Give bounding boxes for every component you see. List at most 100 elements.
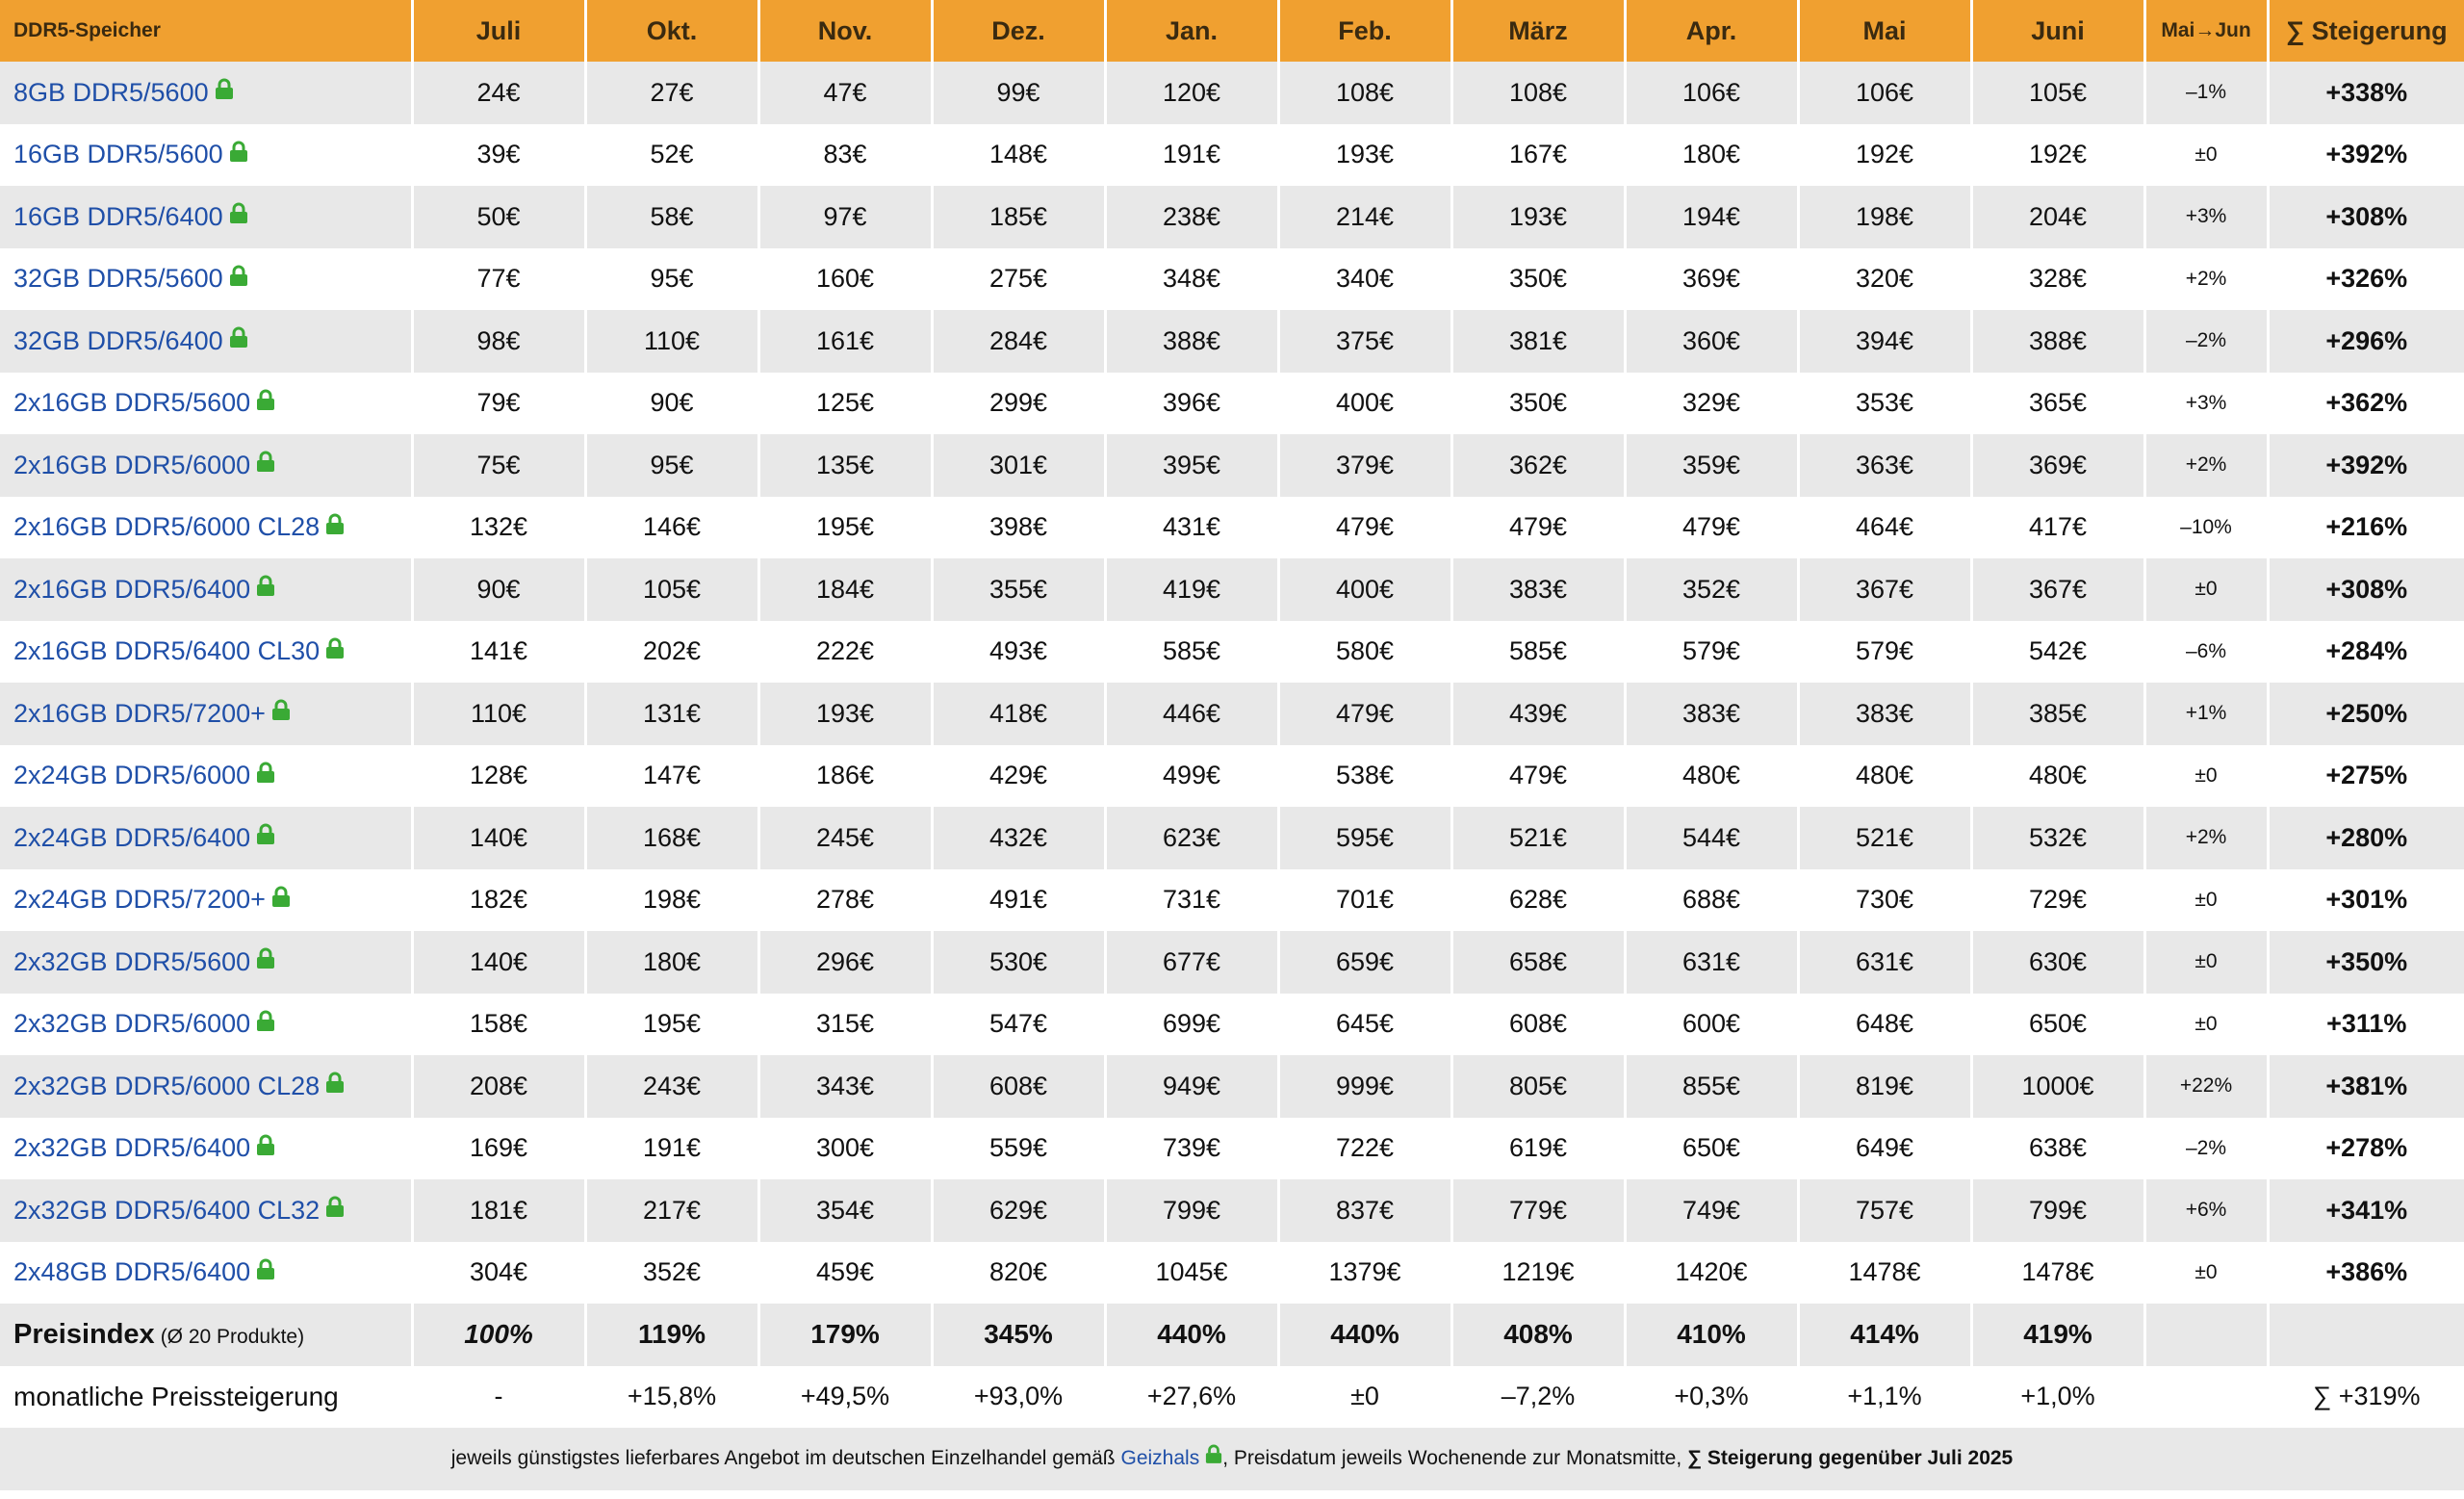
header-change: Mai→Jun xyxy=(2144,0,2270,62)
table-row: 8GB DDR5/5600 24€ 27€ 47€ 99€ 120€ 108€ … xyxy=(0,62,2464,124)
header-month: Feb. xyxy=(1278,0,1453,62)
product-cell: 2x24GB DDR5/6400 xyxy=(0,807,414,869)
product-link[interactable]: 2x16GB DDR5/5600 xyxy=(13,388,251,418)
price-cell: 131€ xyxy=(585,683,760,745)
header-month: Jan. xyxy=(1105,0,1280,62)
price-cell: 400€ xyxy=(1278,558,1453,621)
price-cell: 106€ xyxy=(1625,62,1800,124)
price-cell: 779€ xyxy=(1451,1179,1627,1242)
lock-icon xyxy=(256,1008,275,1038)
product-link[interactable]: 2x32GB DDR5/5600 xyxy=(13,946,251,976)
total-increase-cell: +362% xyxy=(2325,388,2408,418)
header-month: Mai xyxy=(1798,0,1973,62)
header-month: Juli xyxy=(412,0,587,62)
price-cell: 418€ xyxy=(932,683,1107,745)
header-month: Dez. xyxy=(932,0,1107,62)
table-row: 2x48GB DDR5/6400 304€ 352€ 459€ 820€ 104… xyxy=(0,1241,2464,1304)
table-row: 16GB DDR5/6400 50€ 58€ 97€ 185€ 238€ 214… xyxy=(0,186,2464,248)
price-cell: 650€ xyxy=(1625,1117,1800,1179)
product-link[interactable]: 2x48GB DDR5/6400 xyxy=(13,1257,251,1287)
price-cell: 585€ xyxy=(1451,620,1627,683)
monthly-value: –7,2% xyxy=(1451,1365,1627,1428)
index-value: 345% xyxy=(932,1304,1107,1366)
price-cell: 379€ xyxy=(1278,434,1453,497)
monthly-value: +93,0% xyxy=(932,1365,1107,1428)
product-link[interactable]: 32GB DDR5/6400 xyxy=(13,325,223,355)
table-row: 2x32GB DDR5/5600 140€ 180€ 296€ 530€ 677… xyxy=(0,931,2464,994)
price-cell: 1478€ xyxy=(1798,1241,1973,1304)
price-cell: 638€ xyxy=(1971,1117,2146,1179)
price-cell: 367€ xyxy=(1798,558,1973,621)
product-link[interactable]: 2x16GB DDR5/6000 CL28 xyxy=(13,512,321,542)
price-cell: 27€ xyxy=(585,62,760,124)
product-link[interactable]: 16GB DDR5/6400 xyxy=(13,201,223,231)
price-cell: 431€ xyxy=(1105,496,1280,558)
product-cell: 2x32GB DDR5/6000 xyxy=(0,993,414,1055)
header-month: März xyxy=(1451,0,1627,62)
price-cell: 631€ xyxy=(1798,931,1973,994)
price-cell: 499€ xyxy=(1105,744,1280,807)
price-cell: 749€ xyxy=(1625,1179,1800,1242)
geizhals-link[interactable]: Geizhals xyxy=(1120,1447,1200,1470)
monthly-value: +1,0% xyxy=(1971,1365,2146,1428)
footnote-bold: ∑ Steigerung gegenüber Juli 2025 xyxy=(1687,1447,2014,1470)
price-cell: 352€ xyxy=(585,1241,760,1304)
product-cell: 8GB DDR5/5600 xyxy=(0,62,414,124)
price-cell: 464€ xyxy=(1798,496,1973,558)
price-cell: 699€ xyxy=(1105,993,1280,1055)
monthly-value: +27,6% xyxy=(1105,1365,1280,1428)
price-cell: 182€ xyxy=(412,868,587,931)
price-cell: 352€ xyxy=(1625,558,1800,621)
product-link[interactable]: 8GB DDR5/5600 xyxy=(13,77,209,107)
change-cell: ±0 xyxy=(2144,993,2270,1055)
price-cell: 369€ xyxy=(1971,434,2146,497)
price-cell: 160€ xyxy=(758,247,934,310)
product-link[interactable]: 32GB DDR5/5600 xyxy=(13,264,223,294)
lock-icon xyxy=(256,387,275,417)
product-link[interactable]: 2x32GB DDR5/6000 CL28 xyxy=(13,1071,321,1100)
product-link[interactable]: 2x24GB DDR5/6400 xyxy=(13,822,251,852)
product-link[interactable]: 2x16GB DDR5/6400 xyxy=(13,574,251,604)
price-cell: 315€ xyxy=(758,993,934,1055)
total-increase-cell: +338% xyxy=(2325,77,2408,107)
product-link[interactable]: 2x32GB DDR5/6000 xyxy=(13,1009,251,1039)
price-cell: 52€ xyxy=(585,123,760,186)
price-cell: 180€ xyxy=(585,931,760,994)
lock-icon xyxy=(229,263,248,293)
product-cell: 2x32GB DDR5/6400 xyxy=(0,1117,414,1179)
index-label: Preisindex xyxy=(13,1318,155,1350)
product-cell: 2x32GB DDR5/6400 CL32 xyxy=(0,1179,414,1242)
price-cell: 50€ xyxy=(412,186,587,248)
product-link[interactable]: 2x16GB DDR5/7200+ xyxy=(13,698,266,728)
price-cell: 363€ xyxy=(1798,434,1973,497)
lock-icon xyxy=(325,635,345,665)
price-cell: 83€ xyxy=(758,123,934,186)
price-cell: 39€ xyxy=(412,123,587,186)
price-cell: 1045€ xyxy=(1105,1241,1280,1304)
change-cell: ±0 xyxy=(2144,931,2270,994)
price-cell: 381€ xyxy=(1451,310,1627,373)
total-increase-cell: +250% xyxy=(2325,698,2408,728)
price-cell: 193€ xyxy=(1278,123,1453,186)
product-link[interactable]: 2x24GB DDR5/7200+ xyxy=(13,885,266,915)
price-cell: 629€ xyxy=(932,1179,1107,1242)
price-cell: 837€ xyxy=(1278,1179,1453,1242)
lock-icon xyxy=(271,884,291,914)
product-link[interactable]: 2x32GB DDR5/6400 CL32 xyxy=(13,1195,321,1225)
lock-icon xyxy=(256,945,275,975)
price-cell: 385€ xyxy=(1971,683,2146,745)
product-link[interactable]: 2x16GB DDR5/6000 xyxy=(13,450,251,479)
product-link[interactable]: 2x24GB DDR5/6000 xyxy=(13,761,251,790)
change-cell: ±0 xyxy=(2144,868,2270,931)
product-link[interactable]: 16GB DDR5/5600 xyxy=(13,140,223,169)
product-link[interactable]: 2x16GB DDR5/6400 CL30 xyxy=(13,636,321,666)
product-link[interactable]: 2x32GB DDR5/6400 xyxy=(13,1133,251,1163)
price-cell: 480€ xyxy=(1798,744,1973,807)
change-cell: ±0 xyxy=(2144,123,2270,186)
price-cell: 375€ xyxy=(1278,310,1453,373)
price-cell: 300€ xyxy=(758,1117,934,1179)
table-row: 16GB DDR5/5600 39€ 52€ 83€ 148€ 191€ 193… xyxy=(0,123,2464,186)
price-cell: 493€ xyxy=(932,620,1107,683)
price-cell: 79€ xyxy=(412,372,587,434)
price-cell: 340€ xyxy=(1278,247,1453,310)
